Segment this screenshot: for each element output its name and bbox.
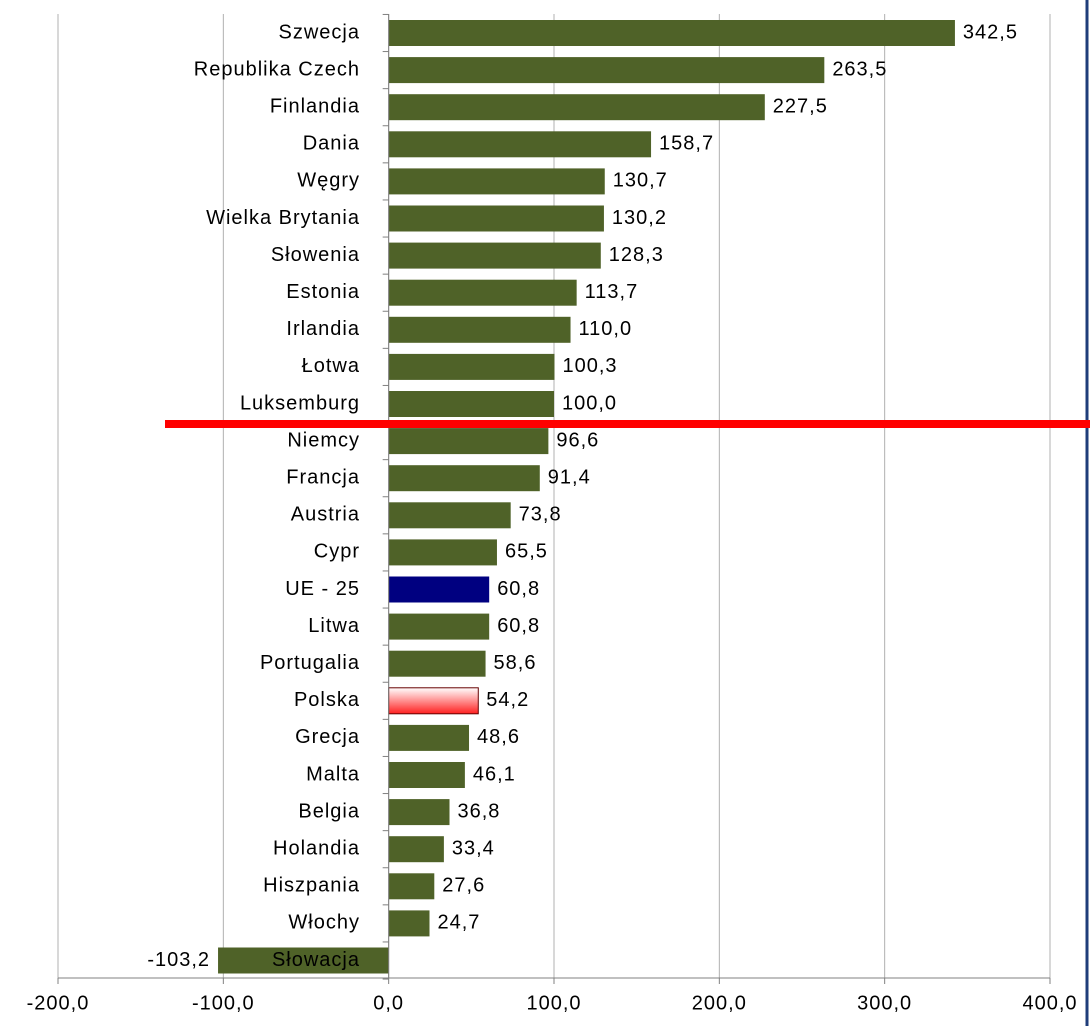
value-label: 48,6 [477,726,520,748]
category-label: Węgry [297,170,360,192]
value-label: 128,3 [609,244,664,266]
category-label: Estonia [286,281,360,303]
value-label: 158,7 [659,133,714,155]
bar [388,20,955,46]
bar [388,799,450,826]
x-tick-label: -200,0 [27,992,90,1014]
category-label: Szwecja [279,21,360,43]
category-label: Niemcy [287,429,360,451]
bar [388,428,549,455]
bar [388,391,554,417]
bar [218,947,389,974]
category-label: Francja [286,466,360,488]
category-label: Włochy [288,912,360,934]
category-label: Polska [294,689,360,711]
value-label: 130,7 [613,170,668,192]
bar [388,205,604,232]
category-label: Łotwa [302,355,360,377]
bar [388,910,430,937]
category-label: Grecja [295,726,360,748]
value-label: 54,2 [486,689,529,711]
category-label: Portugalia [260,652,360,674]
value-label: 110,0 [579,318,633,340]
value-label: 36,8 [458,800,501,822]
value-label: 24,7 [438,912,481,934]
value-label: 227,5 [773,95,828,117]
category-label: Słowenia [271,244,360,266]
category-label: Holandia [273,837,360,859]
category-label: Słowacja [272,949,360,971]
bar [388,353,555,380]
bar [388,576,490,603]
category-label: Austria [291,504,360,526]
bar [388,168,605,195]
category-label: Finlandia [270,95,360,117]
category-label: UE - 25 [285,578,360,600]
category-label: Irlandia [286,318,360,340]
value-label: 96,6 [556,429,599,451]
bar [388,502,511,529]
bar [388,836,444,863]
category-label: Dania [303,133,360,155]
value-label: 60,8 [497,578,540,600]
bar [388,242,601,269]
bar [388,762,465,788]
x-tick-label: 200,0 [692,992,747,1014]
x-tick-label: -100,0 [192,992,255,1014]
value-label: 100,0 [562,392,617,414]
value-label: 60,8 [497,615,540,637]
bar [388,94,765,121]
value-label: 91,4 [548,466,591,488]
value-label: 130,2 [612,207,667,229]
bar [388,724,470,751]
category-label: Luksemburg [240,392,360,414]
bar [388,873,435,900]
category-label: Hiszpania [263,875,360,897]
value-label: 46,1 [473,763,516,785]
bar [388,316,571,343]
bar [388,279,577,306]
value-label: 113,7 [585,281,639,303]
value-label: -103,2 [147,949,210,971]
x-tick-label: 400,0 [1022,992,1077,1014]
category-label: Belgia [298,800,360,822]
value-label: 100,3 [562,355,617,377]
value-label: 27,6 [442,875,485,897]
value-label: 58,6 [494,652,537,674]
value-label: 263,5 [832,58,887,80]
bar [388,613,490,640]
bar [388,57,825,84]
bar [388,687,479,715]
bar [388,465,540,492]
value-label: 65,5 [505,541,548,563]
category-label: Cypr [314,541,360,563]
category-label: Republika Czech [194,58,360,80]
bar [388,650,486,677]
category-label: Litwa [308,615,360,637]
x-tick-label: 0,0 [373,992,404,1014]
bar [388,539,497,566]
value-label: 73,8 [519,504,562,526]
value-label: 33,4 [452,837,495,859]
x-tick-label: 100,0 [526,992,581,1014]
value-label: 342,5 [963,21,1018,43]
category-label: Wielka Brytania [206,207,360,229]
bar [388,131,652,158]
category-label: Malta [306,763,360,785]
x-tick-label: 300,0 [857,992,912,1014]
